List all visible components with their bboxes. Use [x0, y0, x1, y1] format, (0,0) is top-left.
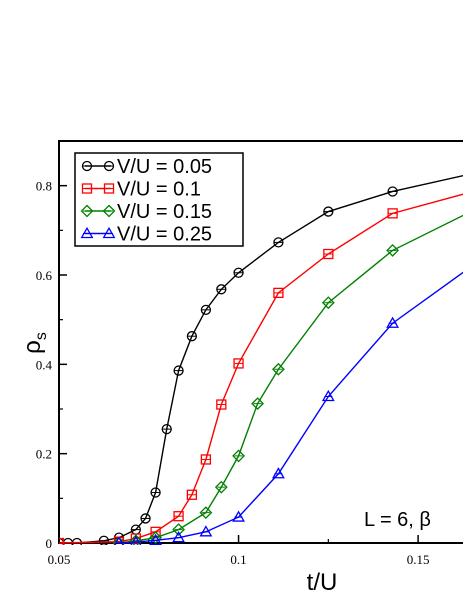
data-point-triangle: [114, 536, 124, 545]
series-diamond: [112, 214, 463, 545]
y-axis-title: ρs: [19, 332, 50, 354]
data-point-circle: [150, 487, 161, 498]
plot-frame: [58, 140, 463, 544]
series-line: [118, 214, 463, 544]
data-point-circle: [98, 535, 110, 545]
data-point-diamond: [112, 536, 126, 545]
legend-marker-left: [80, 226, 94, 239]
legend-label: V/U = 0.05: [117, 156, 212, 178]
data-point-square: [186, 489, 198, 500]
x-tick-label: 0.05: [48, 552, 71, 567]
data-point-triangle: [172, 531, 186, 543]
data-point-square: [273, 287, 284, 299]
data-point-square: [387, 208, 398, 219]
data-point-circle: [387, 186, 398, 197]
legend-marker-left: [81, 183, 93, 194]
series-line: [118, 271, 463, 544]
y-tick-label: 0.8: [36, 179, 52, 194]
data-point-triangle: [232, 510, 245, 522]
y-tick-label: 0.6: [36, 268, 53, 283]
data-point-triangle: [130, 535, 142, 545]
data-point-diamond: [214, 480, 228, 494]
data-point-circle: [216, 284, 227, 295]
data-point-diamond: [321, 296, 335, 310]
data-point-diamond: [172, 523, 186, 537]
data-point-triangle: [321, 389, 335, 402]
legend-marker-right: [103, 183, 115, 194]
legend-label: V/U = 0.15: [117, 201, 212, 223]
data-point-circle: [323, 206, 334, 217]
data-point-circle: [200, 304, 212, 315]
data-point-square: [233, 358, 244, 369]
legend-marker-left: [80, 204, 94, 218]
legend: V/U = 0.05V/U = 0.1V/U = 0.15V/U = 0.25: [74, 152, 244, 247]
data-point-circle: [186, 331, 198, 342]
plot-border: [58, 140, 463, 544]
legend-entry: V/U = 0.15: [80, 201, 212, 223]
legend-marker-right: [102, 204, 116, 218]
data-point-triangle: [386, 316, 400, 328]
legend-marker-right: [103, 160, 115, 172]
y-axis: 0 0.2 0.4 0.6 0.8: [36, 140, 67, 551]
legend-box: [74, 152, 244, 247]
series-square: [59, 193, 463, 545]
data-point-diamond: [129, 534, 143, 545]
data-point-circle: [233, 267, 244, 278]
legend-marker-left: [81, 160, 93, 172]
y-axis-title-main: ρ: [19, 340, 46, 354]
y-tick-label: 0.4: [36, 357, 53, 372]
data-point-diamond: [232, 449, 245, 463]
data-point-square: [216, 399, 227, 410]
y-axis-title-sub: s: [33, 332, 50, 340]
legend-entry: V/U = 0.25: [80, 224, 212, 246]
data-point-diamond: [251, 397, 265, 411]
legend-entry: V/U = 0.1: [81, 179, 201, 201]
data-point-square: [200, 454, 212, 465]
legend-label: V/U = 0.25: [117, 224, 212, 246]
data-point-circle: [161, 423, 172, 435]
data-point-circle: [273, 237, 284, 248]
data-point-triangle: [199, 525, 213, 537]
data-point-square: [59, 537, 65, 545]
x-tick-label: 0.15: [407, 552, 430, 567]
y-tick-label: 0.2: [36, 447, 52, 462]
series-layer: [59, 174, 463, 545]
legend-marker-right: [102, 226, 116, 239]
annotation-text: L = 6, β: [364, 509, 431, 531]
data-point-diamond: [149, 531, 163, 545]
series-triangle: [114, 271, 463, 545]
data-point-circle: [173, 365, 184, 376]
data-point-square: [323, 248, 334, 260]
y-tick-label: 0: [46, 536, 53, 551]
data-point-triangle: [271, 467, 285, 479]
data-point-circle: [140, 513, 151, 524]
x-axis-title: t/U: [307, 569, 338, 596]
data-point-square: [130, 533, 141, 544]
data-point-diamond: [386, 244, 400, 257]
data-point-square: [173, 511, 184, 522]
legend-label: V/U = 0.1: [117, 179, 201, 201]
data-point-triangle: [149, 533, 163, 545]
data-point-square: [150, 526, 161, 537]
legend-entry: V/U = 0.05: [81, 156, 212, 178]
x-tick-label: 0.1: [230, 552, 246, 567]
data-point-diamond: [199, 506, 213, 520]
data-point-diamond: [271, 362, 285, 376]
x-axis: 0.05 0.1 0.15: [48, 535, 430, 567]
